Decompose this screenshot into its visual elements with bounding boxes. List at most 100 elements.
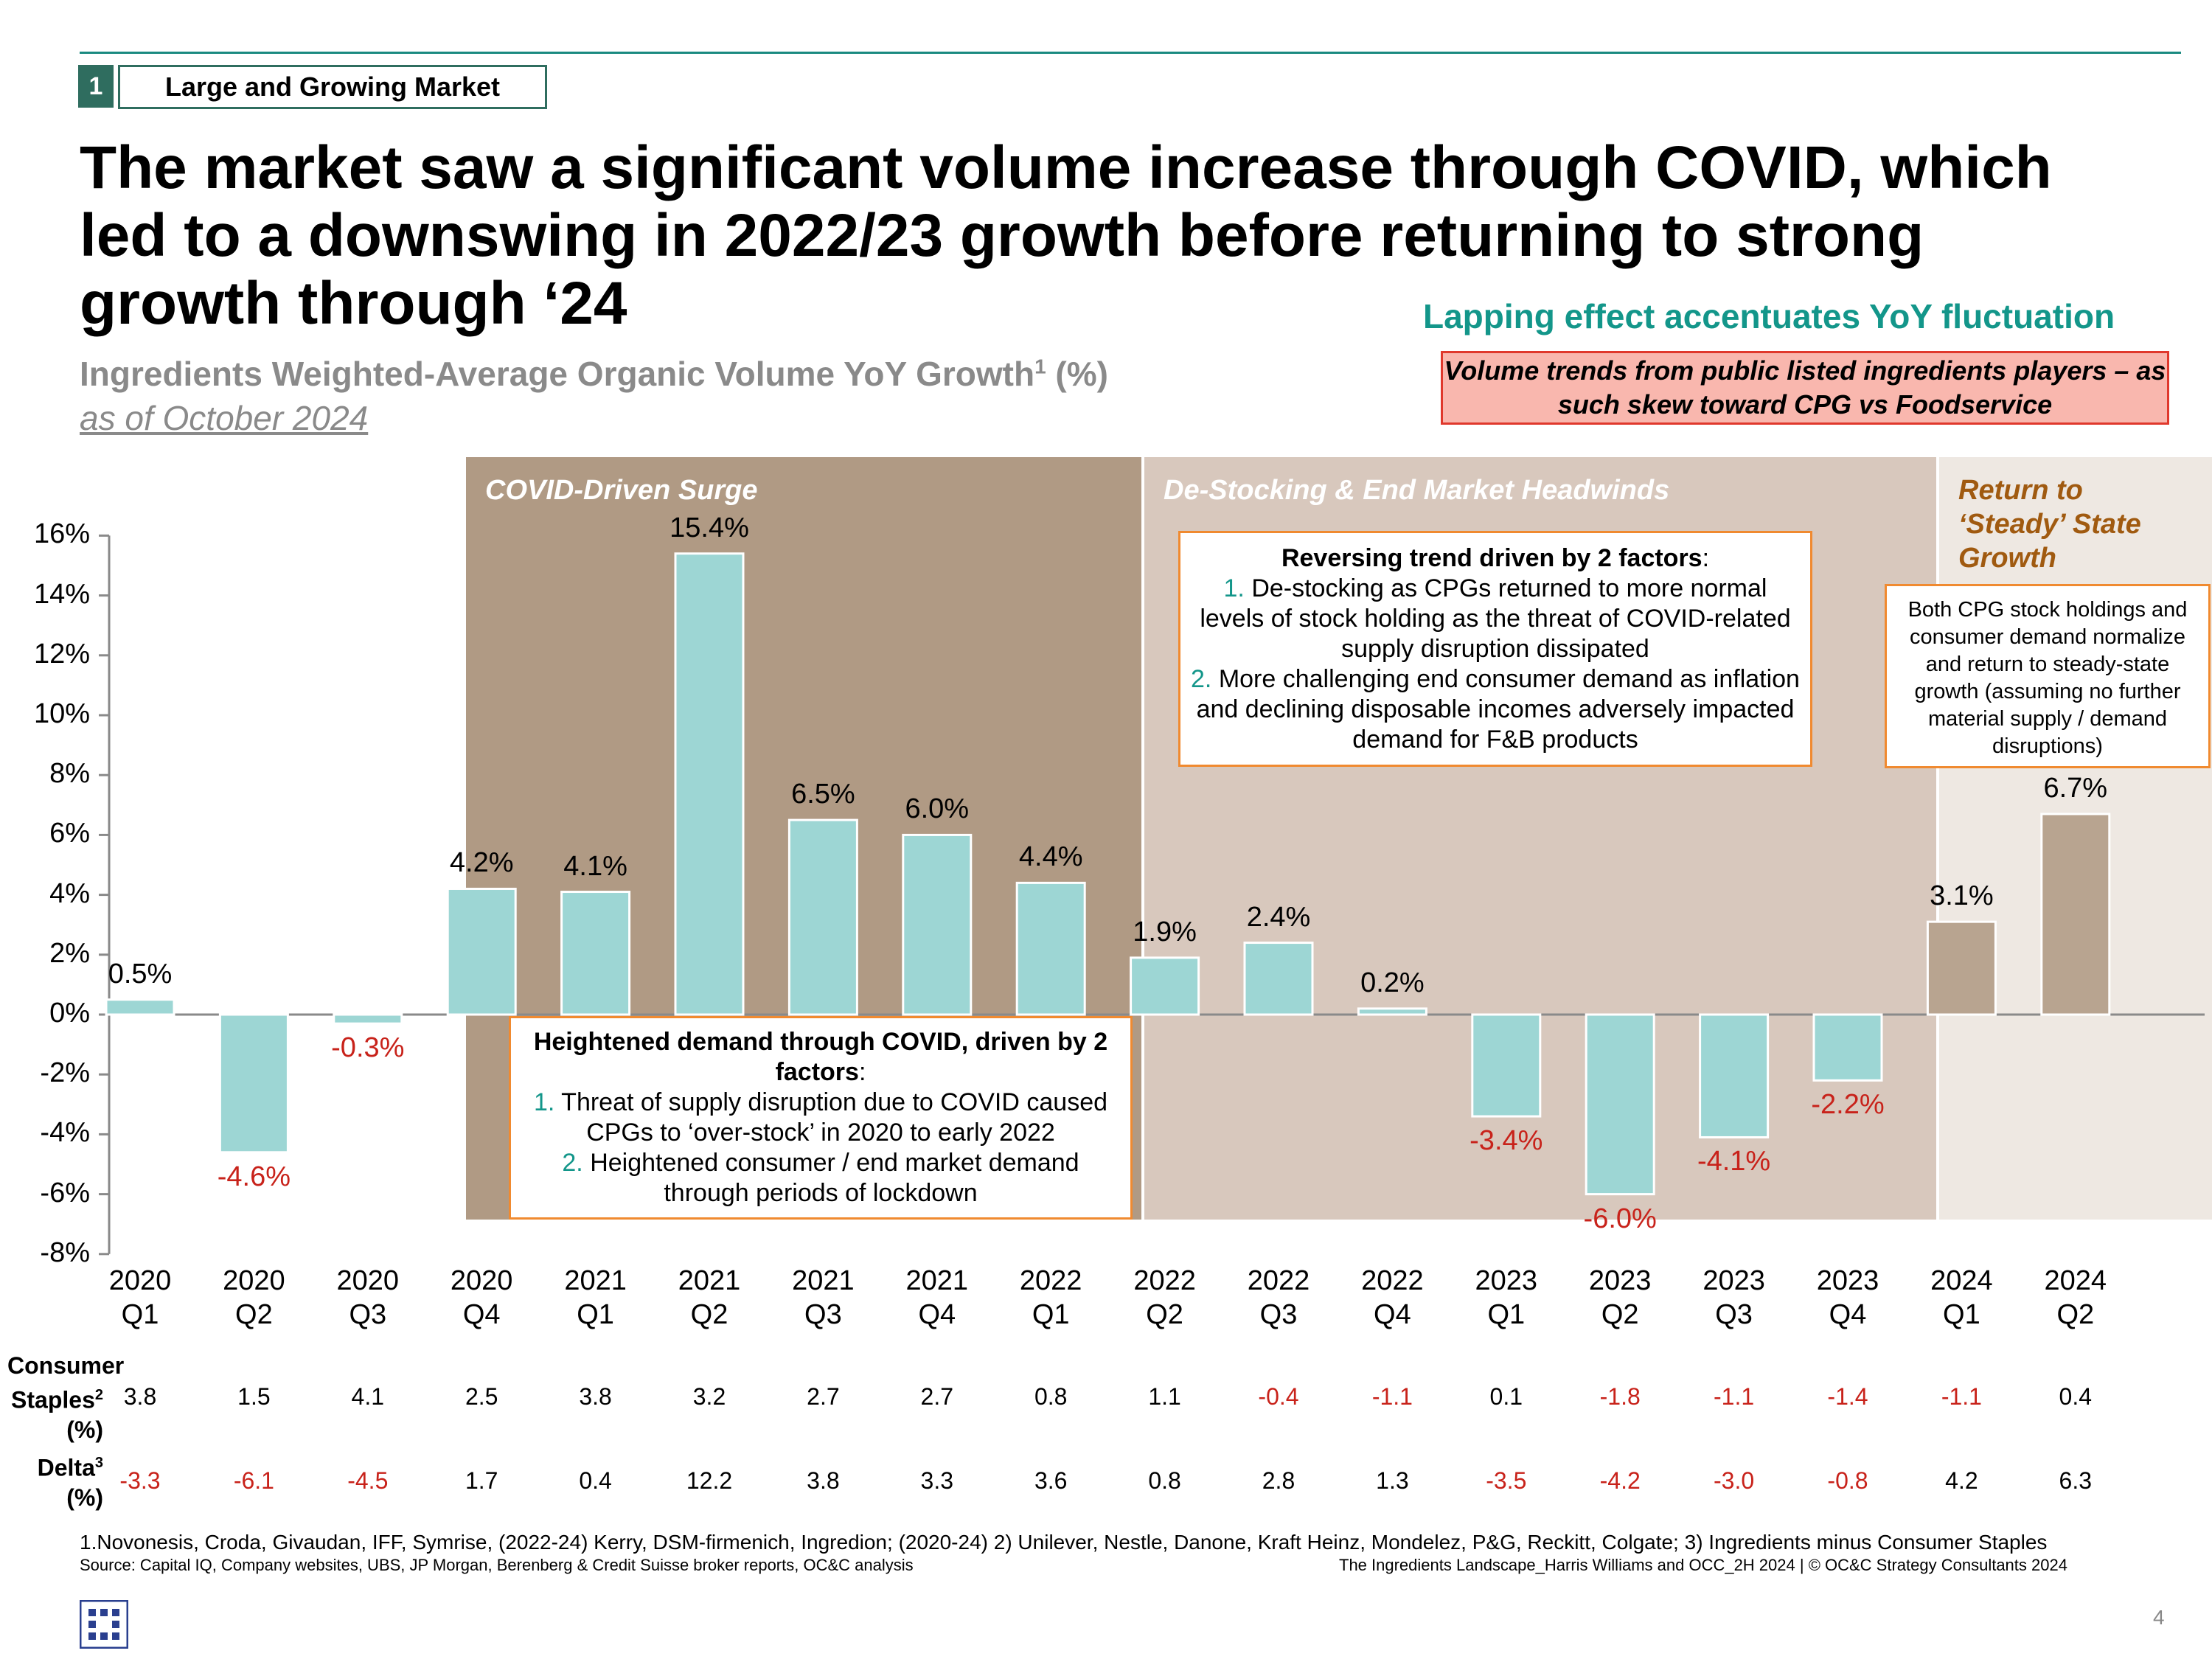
bar: [1812, 1013, 1883, 1082]
covid-item-number: 2.: [562, 1149, 583, 1177]
category-label-line: 2021: [678, 1265, 741, 1296]
x-category-label: 2020 Q1: [88, 1264, 192, 1332]
bar-value-label: 4.2%: [449, 847, 514, 879]
bar-value-label: 0.5%: [108, 958, 173, 990]
subtitle-text: Ingredients Weighted-Average Organic Vol…: [80, 355, 1035, 393]
title-line: growth through ‘24: [80, 270, 627, 337]
table-cell: -1.1: [1941, 1383, 1982, 1410]
table-cell: 0.4: [2059, 1383, 2093, 1410]
row-label-line: Consumer: [7, 1352, 125, 1379]
category-label-line: Q2: [1146, 1299, 1183, 1330]
row-label-footnote-ref: 2: [94, 1387, 103, 1403]
page-number: 4: [2153, 1606, 2165, 1629]
destock-band-label: De-Stocking & End Market Headwinds: [1164, 475, 1670, 506]
y-tick-label: 8%: [49, 758, 90, 790]
destock-box-heading: Reversing trend driven by 2 factors: [1281, 544, 1703, 572]
table-cell: -1.8: [1599, 1383, 1641, 1410]
y-tick-label: 0%: [49, 998, 90, 1029]
category-label-line: 2022: [1361, 1265, 1424, 1296]
bar: [105, 998, 175, 1016]
table-cell: -6.1: [233, 1467, 274, 1494]
table-cell: 3.8: [579, 1383, 612, 1410]
x-category-label: 2022 Q2: [1113, 1264, 1217, 1332]
category-label-line: 2022: [1019, 1265, 1082, 1296]
category-label-line: Q3: [804, 1299, 842, 1330]
category-label-line: Q4: [1374, 1299, 1411, 1330]
bar: [674, 552, 745, 1016]
bar-value-label: -4.1%: [1697, 1146, 1771, 1178]
covid-band-label: COVID-Driven Surge: [485, 475, 758, 506]
destock-item-number: 1.: [1223, 574, 1245, 602]
category-label-line: Q2: [1601, 1299, 1639, 1330]
y-tick-label: 2%: [49, 937, 90, 969]
bar-value-label: 4.4%: [1018, 841, 1083, 873]
section-label: Large and Growing Market: [118, 65, 547, 109]
bar: [1015, 881, 1086, 1016]
source-note: Source: Capital IQ, Company websites, UB…: [80, 1556, 914, 1574]
bar-value-label: 0.2%: [1360, 967, 1425, 998]
bar: [1699, 1013, 1770, 1138]
steady-state-box: Both CPG stock holdings and consumer dem…: [1885, 584, 2211, 768]
company-logo-icon: [80, 1600, 128, 1649]
return-label-line: Growth: [1958, 543, 2056, 574]
destock-item-number: 2.: [1191, 665, 1212, 693]
table-cell: -3.5: [1486, 1467, 1527, 1494]
x-category-label: 2021 Q2: [658, 1264, 761, 1332]
category-label-line: Q1: [1032, 1299, 1070, 1330]
x-category-label: 2022 Q4: [1340, 1264, 1444, 1332]
table-cell: 3.2: [692, 1383, 726, 1410]
covid-item-text: Threat of supply disruption due to COVID…: [561, 1088, 1108, 1147]
covid-box-colon: :: [858, 1058, 866, 1086]
category-label-line: 2023: [1816, 1265, 1879, 1296]
x-category-label: 2023 Q2: [1568, 1264, 1672, 1332]
y-tick-label: 4%: [49, 877, 90, 909]
table-cell: 0.1: [1489, 1383, 1523, 1410]
table-cell: -1.1: [1714, 1383, 1755, 1410]
section-number: 1: [78, 65, 114, 108]
bar-value-label: 3.1%: [1930, 880, 1994, 912]
y-tick-label: -8%: [40, 1237, 90, 1268]
as-of-date: as of October 2024: [80, 399, 369, 437]
bar: [1243, 942, 1314, 1016]
category-label-line: 2023: [1588, 1265, 1652, 1296]
table-cell: -1.4: [1827, 1383, 1868, 1410]
covid-item-number: 1.: [533, 1088, 555, 1116]
bar: [218, 1013, 289, 1154]
x-category-label: 2021 Q3: [771, 1264, 874, 1332]
bar-value-label: 15.4%: [669, 512, 749, 543]
return-label-line: Return to: [1958, 475, 2083, 506]
x-category-label: 2022 Q3: [1227, 1264, 1330, 1332]
x-category-label: 2020 Q3: [316, 1264, 420, 1332]
x-category-label: 2024 Q2: [2024, 1264, 2127, 1332]
category-label-line: 2020: [223, 1265, 285, 1296]
row-label-footnote-ref: 3: [94, 1455, 103, 1471]
table-cell: 1.1: [1148, 1383, 1181, 1410]
bar-value-label: 1.9%: [1133, 916, 1197, 947]
y-tick-label: -2%: [40, 1057, 90, 1089]
bar-value-label: -0.3%: [331, 1032, 405, 1064]
bar-value-label: 6.0%: [905, 793, 970, 825]
table-cell: -0.8: [1827, 1467, 1868, 1494]
category-label-line: 2023: [1703, 1265, 1765, 1296]
category-label-line: Q1: [1943, 1299, 1980, 1330]
category-label-line: 2022: [1247, 1265, 1310, 1296]
bar: [1926, 920, 1997, 1016]
y-tick-label: -6%: [40, 1177, 90, 1208]
category-label-line: Q4: [1829, 1299, 1867, 1330]
x-category-label: 2020 Q4: [430, 1264, 533, 1332]
covid-box-heading: Heightened demand through COVID, driven …: [533, 1028, 1108, 1086]
bar-value-label: 2.4%: [1246, 901, 1311, 933]
category-label-line: Q4: [462, 1299, 501, 1330]
table-cell: 1.3: [1376, 1467, 1409, 1494]
row-label-line: (%): [66, 1484, 103, 1511]
covid-item-text: Heightened consumer / end market demand …: [590, 1149, 1079, 1207]
subtitle-suffix: (%): [1046, 355, 1108, 393]
return-label-line: ‘Steady’ State: [1958, 509, 2141, 540]
destock-item-text: More challenging end consumer demand as …: [1196, 665, 1800, 754]
bar: [446, 887, 517, 1016]
bar: [1357, 1007, 1427, 1016]
table-cell: 0.8: [1034, 1383, 1068, 1410]
category-label-line: Q2: [690, 1299, 728, 1330]
category-label-line: Q2: [2056, 1299, 2095, 1330]
